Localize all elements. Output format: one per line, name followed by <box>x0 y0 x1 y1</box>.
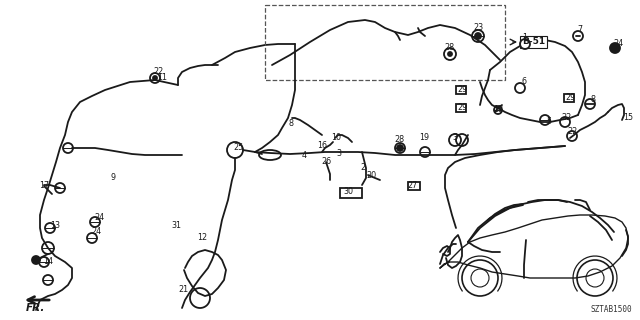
Bar <box>456 104 466 112</box>
Text: 24: 24 <box>613 39 623 49</box>
Text: 21: 21 <box>178 285 188 294</box>
Circle shape <box>475 33 481 39</box>
Text: 27: 27 <box>408 180 418 189</box>
Text: 11: 11 <box>157 74 167 83</box>
Text: 17: 17 <box>39 180 49 189</box>
Circle shape <box>153 76 157 80</box>
Text: 29: 29 <box>458 103 468 113</box>
Text: 19: 19 <box>419 133 429 142</box>
Text: 25: 25 <box>233 143 243 153</box>
Text: 2: 2 <box>360 164 365 172</box>
Text: 20: 20 <box>366 171 376 180</box>
Text: 30: 30 <box>343 188 353 196</box>
Text: 12: 12 <box>197 233 207 242</box>
Text: 22: 22 <box>153 68 163 76</box>
Text: 24: 24 <box>94 213 104 222</box>
Text: 4: 4 <box>301 150 307 159</box>
Text: 23: 23 <box>473 23 483 33</box>
Circle shape <box>448 52 452 56</box>
Text: 18: 18 <box>493 106 503 115</box>
Bar <box>456 86 466 94</box>
Text: 29: 29 <box>565 93 575 102</box>
Text: 15: 15 <box>623 114 633 123</box>
Text: 3: 3 <box>337 148 342 157</box>
Text: 22: 22 <box>562 114 572 123</box>
Text: 9: 9 <box>111 173 116 182</box>
Text: 5: 5 <box>547 117 552 126</box>
Bar <box>408 182 420 190</box>
Text: 29: 29 <box>458 85 468 94</box>
Circle shape <box>32 256 40 264</box>
Text: 10: 10 <box>331 133 341 142</box>
Text: 8: 8 <box>289 119 294 129</box>
Text: B-51: B-51 <box>522 37 545 46</box>
Text: 13: 13 <box>50 220 60 229</box>
Circle shape <box>397 145 403 151</box>
Text: 16: 16 <box>317 140 327 149</box>
Text: SZTAB1500: SZTAB1500 <box>590 305 632 314</box>
Bar <box>564 94 574 102</box>
Text: 7: 7 <box>577 26 582 35</box>
Text: 6: 6 <box>522 77 527 86</box>
Text: 26: 26 <box>321 157 331 166</box>
Text: 1: 1 <box>522 34 527 43</box>
Text: 28: 28 <box>394 135 404 145</box>
Text: 3: 3 <box>452 133 458 142</box>
Text: 22: 22 <box>568 127 578 137</box>
Text: 24: 24 <box>91 228 101 236</box>
Text: FR.: FR. <box>26 303 45 313</box>
Text: 28: 28 <box>444 44 454 52</box>
Text: 31: 31 <box>171 220 181 229</box>
Text: 8: 8 <box>591 95 595 105</box>
Bar <box>340 188 362 198</box>
Text: 14: 14 <box>43 258 53 267</box>
Circle shape <box>610 43 620 53</box>
